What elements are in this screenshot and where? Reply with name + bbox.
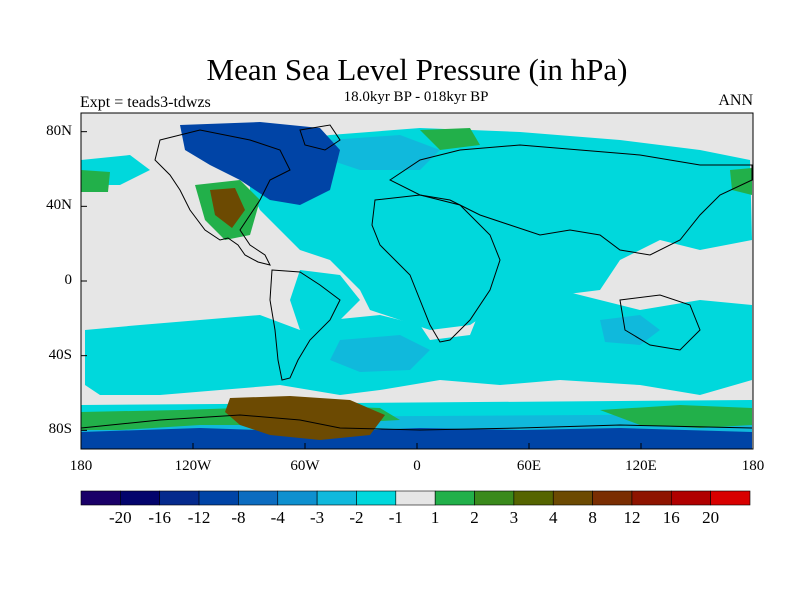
colorbar-swatch [316,490,357,506]
negative-anomaly-region [330,135,440,170]
colorbar-label: -12 [187,508,211,527]
colorbar-swatch [670,490,711,506]
colorbar-swatch [395,490,436,506]
antarctica-coastline [81,414,753,431]
australia-coastline [619,294,701,351]
negative-anomaly-region [85,290,752,395]
colorbar-label: -4 [270,508,285,527]
colorbar-label: 1 [430,508,440,527]
greenland-coastline [299,124,341,151]
colorbar-swatch [277,490,318,506]
colorbar-swatch [159,490,200,506]
south-america-coastline [269,269,341,381]
colorbar-label: -8 [231,508,246,527]
colorbar-swatch [198,490,239,506]
colorbar-swatch [238,490,279,506]
lon-label: 0 [413,458,421,474]
colorbar-swatch [120,490,161,506]
strong-positive-anomaly [225,396,385,440]
colorbar-label: 20 [702,508,720,527]
positive-anomaly-region [600,405,752,428]
experiment-label: Expt = teads3-tdwzs [80,94,211,111]
colorbar-swatch [631,490,672,506]
negative-anomaly-region [250,128,752,330]
map-field [81,113,753,449]
lon-label: 120W [174,458,212,474]
positive-anomaly-region [81,170,110,192]
colorbar-label: 8 [588,508,597,527]
lon-label: 60W [290,458,320,474]
colorbar-label: 2 [470,508,479,527]
negative-anomaly-region [330,335,430,372]
lat-label: 0 [64,272,73,288]
north-america-coastline [154,129,291,266]
strong-negative-anomaly [180,122,340,205]
axis-ticks [80,131,754,449]
negative-anomaly-region [290,270,360,330]
colorbar-swatch [552,490,593,506]
coastlines [81,124,753,431]
lon-label: 60E [516,458,542,474]
period-label: 18.0kyr BP - 018kyr BP [343,89,489,105]
lon-label: 180 [69,458,93,474]
colorbar-swatch [474,490,515,506]
colorbar-label: 4 [548,508,558,527]
colorbar-swatch [513,490,554,506]
colorbar-label: -2 [349,508,364,527]
colorbar-swatch [80,490,121,506]
lon-label: 120E [625,458,657,474]
colorbar-label: -20 [109,508,132,527]
colorbar-swatch [592,490,633,506]
season-label: ANN [718,92,753,109]
lat-label: 40S [48,346,72,363]
colorbar-swatch [356,490,397,506]
colorbar-swatch [710,490,751,506]
strong-positive-anomaly [210,188,245,228]
colorbar-label: -3 [310,508,325,527]
colorbar-label: 16 [662,508,680,527]
page-title: Mean Sea Level Pressure (in hPa) [206,52,628,87]
colorbar-label: 12 [623,508,641,527]
lon-label: 180 [741,458,765,474]
africa-coastline [371,194,501,343]
colorbar-label: 3 [509,508,519,527]
lat-label: 80N [46,122,72,139]
colorbar [80,490,751,506]
lat-label: 40N [46,197,72,214]
colorbar-swatch [434,490,475,506]
positive-anomaly-region [420,128,480,150]
negative-anomaly-region [600,315,660,345]
colorbar-label: -1 [388,508,403,527]
eurasia-coastline [389,144,753,256]
lat-label: 80S [48,421,72,438]
colorbar-label: -16 [148,508,172,527]
strong-negative-anomaly [81,428,752,449]
